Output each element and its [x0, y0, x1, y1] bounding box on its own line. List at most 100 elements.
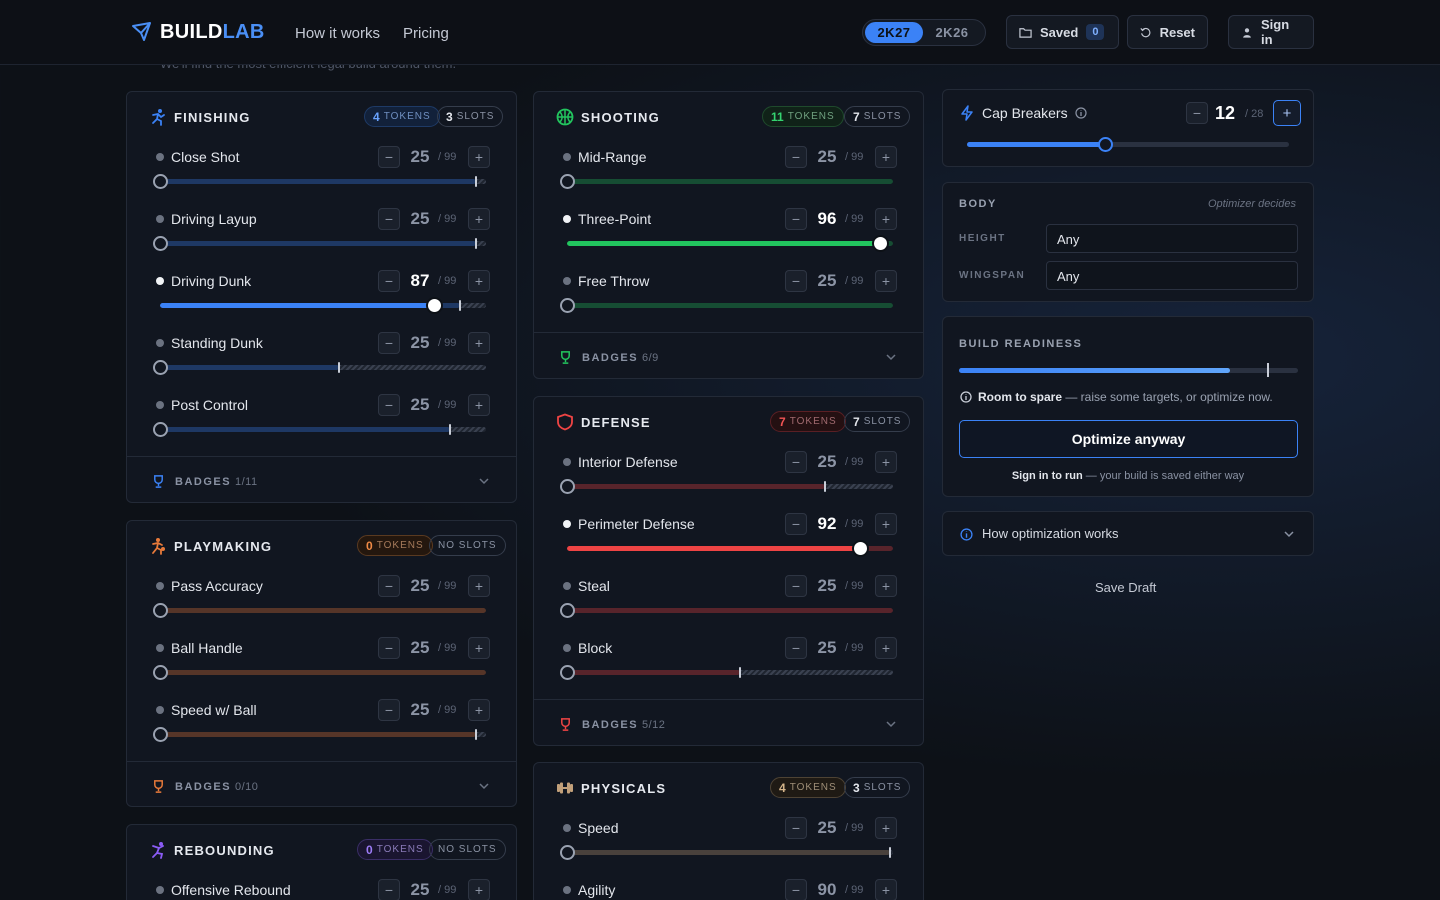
- attribute-slider-track: [567, 241, 893, 246]
- attribute-increment[interactable]: +: [468, 879, 490, 900]
- attribute-increment[interactable]: +: [468, 146, 490, 168]
- attribute-decrement[interactable]: −: [785, 451, 807, 473]
- attribute-slider-handle[interactable]: [560, 603, 575, 618]
- attribute-slider-handle[interactable]: [560, 665, 575, 680]
- reset-label: Reset: [1159, 24, 1195, 40]
- optimize-anyway-button[interactable]: Optimize anyway: [959, 420, 1298, 458]
- attribute-decrement[interactable]: −: [785, 146, 807, 168]
- attribute-name: Agility: [578, 882, 616, 898]
- attribute-max: / 99: [438, 580, 457, 592]
- how-optimization-label: How optimization works: [982, 526, 1119, 541]
- playmaking-badges-row[interactable]: BADGES 0/10: [127, 761, 516, 809]
- attribute-decrement[interactable]: −: [785, 513, 807, 535]
- attribute-increment[interactable]: +: [468, 332, 490, 354]
- wingspan-select[interactable]: Any: [1046, 261, 1298, 290]
- attribute-increment[interactable]: +: [875, 575, 897, 597]
- attribute-slider-handle[interactable]: [426, 297, 443, 314]
- shooting-badges-label: BADGES: [582, 352, 639, 364]
- attribute-decrement[interactable]: −: [378, 208, 400, 230]
- attribute-slider-handle[interactable]: [153, 174, 168, 189]
- attribute-max: / 99: [438, 151, 457, 163]
- attribute-slider-track: [567, 179, 893, 184]
- attribute-decrement[interactable]: −: [785, 817, 807, 839]
- attribute-increment[interactable]: +: [468, 575, 490, 597]
- attribute-increment[interactable]: +: [468, 208, 490, 230]
- cap-marker: [475, 729, 477, 740]
- attribute-decrement[interactable]: −: [378, 270, 400, 292]
- attribute-slider-track: [160, 608, 486, 613]
- cap-range: [160, 427, 450, 432]
- version-2k27[interactable]: 2K27: [865, 22, 923, 43]
- attribute-decrement[interactable]: −: [785, 270, 807, 292]
- signin-button[interactable]: Sign in: [1228, 15, 1314, 49]
- save-draft-link[interactable]: Save Draft: [1095, 580, 1157, 595]
- attribute-slider-handle[interactable]: [153, 665, 168, 680]
- nav-how-it-works[interactable]: How it works: [295, 25, 381, 42]
- attribute-decrement[interactable]: −: [785, 208, 807, 230]
- attribute-decrement[interactable]: −: [378, 575, 400, 597]
- cap-breakers-slider-handle[interactable]: [1098, 137, 1113, 152]
- over-cap-region: [476, 179, 486, 184]
- attribute-slider-track: [567, 546, 893, 551]
- attribute-slider-handle[interactable]: [560, 174, 575, 189]
- attribute-increment[interactable]: +: [875, 270, 897, 292]
- playmaking-badges-label: BADGES: [175, 781, 232, 793]
- how-optimization-works-row[interactable]: How optimization works: [942, 511, 1314, 556]
- attribute-decrement[interactable]: −: [378, 699, 400, 721]
- version-2k26[interactable]: 2K26: [935, 25, 969, 40]
- attribute-slider-handle[interactable]: [153, 603, 168, 618]
- info-icon[interactable]: [1075, 107, 1087, 119]
- attribute-slider-handle[interactable]: [153, 236, 168, 251]
- attribute-decrement[interactable]: −: [785, 575, 807, 597]
- logo[interactable]: BUILDLAB: [130, 20, 265, 44]
- defense-badges-label: BADGES: [582, 719, 639, 731]
- attribute-increment[interactable]: +: [875, 513, 897, 535]
- attribute-slider-handle[interactable]: [153, 422, 168, 437]
- attribute-increment[interactable]: +: [875, 637, 897, 659]
- attribute-dot: [563, 824, 571, 832]
- attribute-increment[interactable]: +: [875, 208, 897, 230]
- attribute-slider-handle[interactable]: [560, 845, 575, 860]
- attribute-slider-handle[interactable]: [852, 540, 869, 557]
- attribute-max: / 99: [438, 275, 457, 287]
- saved-button[interactable]: Saved 0: [1006, 15, 1119, 49]
- attribute-slider-handle[interactable]: [560, 298, 575, 313]
- attribute-decrement[interactable]: −: [785, 879, 807, 900]
- attribute-decrement[interactable]: −: [378, 879, 400, 900]
- finishing-tokens-pill: 4 TOKENS: [364, 106, 440, 127]
- cap-breakers-decrement[interactable]: −: [1186, 102, 1208, 124]
- attribute-decrement[interactable]: −: [378, 332, 400, 354]
- attribute-value: 25: [410, 638, 430, 657]
- defense-badges-row[interactable]: BADGES 5/12: [534, 699, 923, 747]
- build-readiness-card: BUILD READINESS Room to spare — raise so…: [942, 316, 1314, 497]
- attribute-max: / 99: [845, 213, 864, 225]
- attribute-slider-handle[interactable]: [153, 360, 168, 375]
- cap-breakers-track: [967, 142, 1289, 147]
- attribute-slider-handle[interactable]: [872, 235, 889, 252]
- folder-icon: [1019, 27, 1032, 38]
- shooting-badges-row[interactable]: BADGES 6/9: [534, 332, 923, 380]
- attribute-increment[interactable]: +: [468, 270, 490, 292]
- attribute-decrement[interactable]: −: [378, 637, 400, 659]
- attribute-increment[interactable]: +: [875, 879, 897, 900]
- cap-breakers-increment[interactable]: +: [1273, 100, 1301, 126]
- height-select[interactable]: Any: [1046, 224, 1298, 253]
- attribute-increment[interactable]: +: [468, 637, 490, 659]
- attribute-decrement[interactable]: −: [378, 394, 400, 416]
- attribute-increment[interactable]: +: [468, 699, 490, 721]
- attribute-decrement[interactable]: −: [785, 637, 807, 659]
- reset-button[interactable]: Reset: [1127, 15, 1208, 49]
- attribute-value: 25: [410, 333, 430, 352]
- attribute-decrement[interactable]: −: [378, 146, 400, 168]
- attribute-max: / 99: [438, 642, 457, 654]
- cap-range: [567, 608, 893, 613]
- nav-pricing[interactable]: Pricing: [403, 25, 449, 42]
- finishing-badges-row[interactable]: BADGES 1/11: [127, 456, 516, 504]
- attribute-slider-handle[interactable]: [153, 727, 168, 742]
- attribute-max: / 99: [438, 704, 457, 716]
- attribute-increment[interactable]: +: [468, 394, 490, 416]
- attribute-increment[interactable]: +: [875, 146, 897, 168]
- attribute-slider-handle[interactable]: [560, 479, 575, 494]
- attribute-increment[interactable]: +: [875, 817, 897, 839]
- attribute-increment[interactable]: +: [875, 451, 897, 473]
